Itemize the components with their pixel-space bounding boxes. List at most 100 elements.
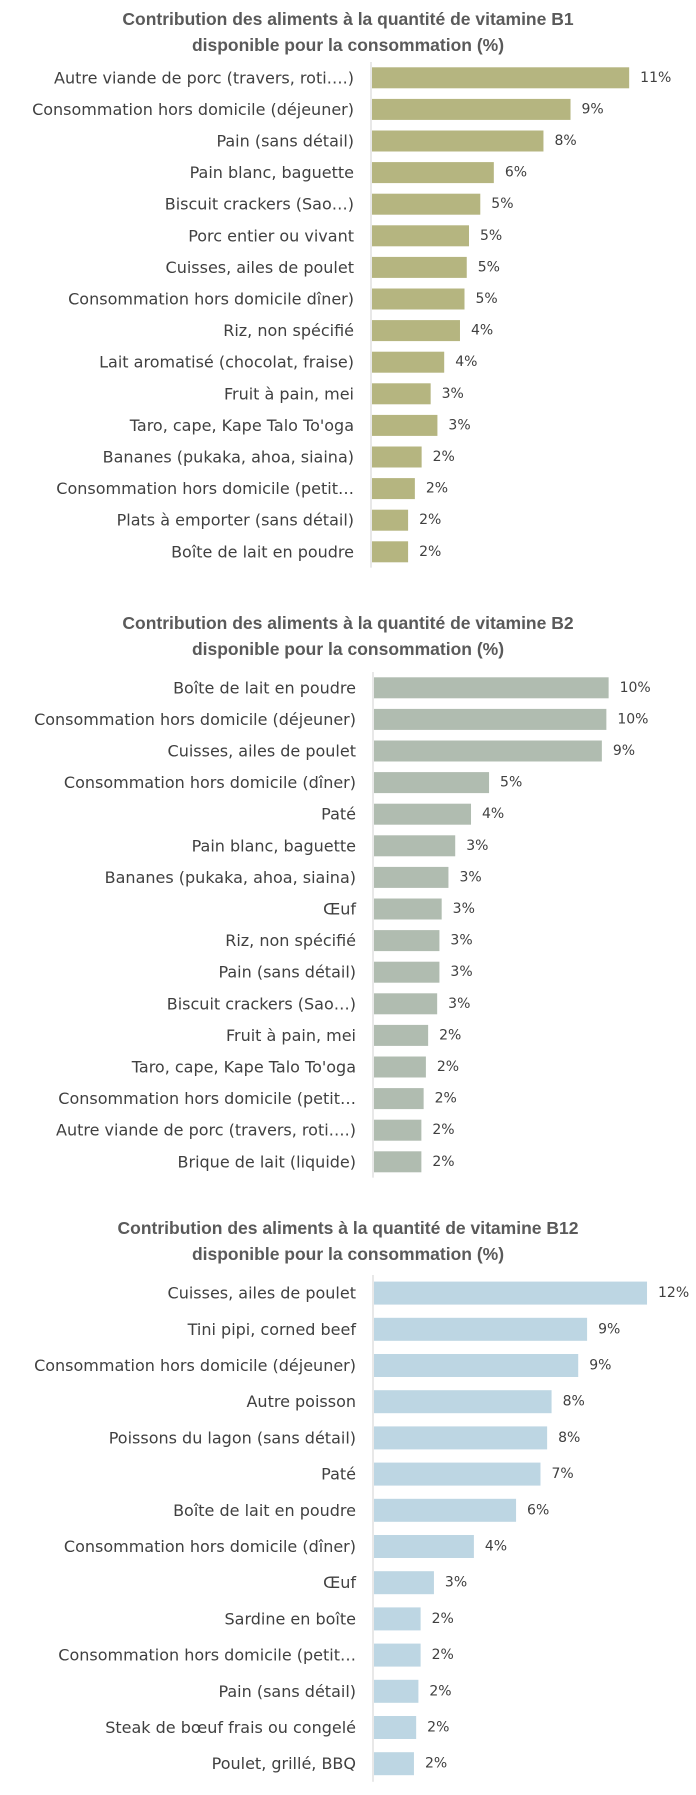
chart-vitamine-b1: Contribution des aliments à la quantité … [0,0,696,582]
bar [372,447,422,468]
category-label: Porc entier ou vivant [188,226,354,245]
chart-title-line-2: disponible pour la consommation (%) [0,636,696,662]
data-label: 3% [450,933,472,949]
data-label: 9% [589,1358,611,1374]
bar [374,993,437,1014]
category-label: Paté [321,805,356,824]
bar [372,352,444,373]
data-label: 2% [432,1122,454,1138]
bar [372,225,469,246]
data-label: 3% [442,386,464,402]
category-label: Consommation hors domicile (dîner) [64,1537,356,1556]
category-label: Poulet, grillé, BBQ [212,1754,356,1773]
data-label: 9% [598,1321,620,1337]
data-label: 2% [427,1720,449,1736]
data-label: 2% [437,1059,459,1075]
category-label: Plats à emporter (sans détail) [117,511,354,530]
bar [372,67,629,88]
data-label: 3% [448,996,470,1012]
category-label: Cuisses, ailes de poulet [168,1284,356,1303]
data-label: 6% [505,165,527,181]
bar [374,677,609,698]
bar [374,772,489,793]
category-label: Riz, non spécifié [225,931,356,950]
bar [374,1390,552,1413]
category-label: Cuisses, ailes de poulet [168,742,356,761]
bar [374,1644,421,1667]
bar [372,131,543,152]
bar [372,415,437,436]
bar [374,1318,587,1341]
category-label: Paté [321,1465,356,1484]
category-label: Fruit à pain, mei [226,1026,356,1045]
bar [374,867,448,888]
data-label: 2% [426,481,448,497]
bar [372,320,460,341]
category-label: Taro, cape, Kape Talo To'oga [129,416,354,435]
category-label: Steak de bœuf frais ou congelé [105,1718,356,1737]
bar-plot: Autre viande de porc (travers, roti….) 11… [0,62,696,582]
bar [374,709,606,730]
category-label: Bananes (pukaka, ahoa, siaina) [103,448,354,467]
category-label: Consommation hors domicile dîner) [68,290,354,309]
chart-title-line-2: disponible pour la consommation (%) [0,32,696,58]
bar [374,1535,474,1558]
bar [372,478,415,499]
bar [372,383,431,404]
category-label: Œuf [323,1573,356,1592]
chart-vitamine-b12: Contribution des aliments à la quantité … [0,1213,696,1787]
category-label: Boîte de lait en poudre [171,542,354,561]
data-label: 9% [582,101,604,117]
data-label: 4% [485,1539,507,1555]
bar [374,1499,516,1522]
data-label: 4% [482,806,504,822]
bar [374,962,439,983]
category-label: Bananes (pukaka, ahoa, siaina) [105,868,356,887]
category-label: Consommation hors domicile (petit… [58,1646,356,1665]
data-label: 10% [617,711,648,727]
chart-title-line-1: Contribution des aliments à la quantité … [0,1215,696,1241]
data-label: 3% [450,964,472,980]
data-label: 2% [419,544,441,560]
data-label: 3% [445,1575,467,1591]
data-label: 8% [563,1394,585,1410]
bar [374,1282,647,1305]
data-label: 2% [432,1154,454,1170]
bar [374,1607,421,1630]
bar [374,1120,421,1141]
data-label: 9% [613,743,635,759]
bar-plot: Boîte de lait en poudre 10% Consommation h… [0,672,696,1192]
data-label: 3% [453,901,475,917]
data-label: 3% [448,417,470,433]
data-label: 2% [432,1611,454,1627]
data-label: 7% [551,1466,573,1482]
bar [374,1752,414,1775]
data-label: 2% [435,1091,457,1107]
bar [372,541,408,562]
data-label: 2% [439,1027,461,1043]
category-label: Pain blanc, baguette [190,163,354,182]
data-label: 12% [658,1285,689,1301]
bar [372,510,408,531]
bar-plot: Cuisses, ailes de poulet 12% Tini pipi, co… [0,1275,696,1795]
category-label: Pain (sans détail) [216,132,354,151]
data-label: 5% [480,228,502,244]
data-label: 5% [475,291,497,307]
data-label: 3% [459,869,481,885]
category-label: Pain (sans détail) [218,963,356,982]
bar [374,1354,578,1377]
category-label: Œuf [323,900,356,919]
category-label: Biscuit crackers (Sao…) [167,994,356,1013]
data-label: 4% [455,354,477,370]
data-label: 5% [491,196,513,212]
bar [374,1088,424,1109]
category-label: Pain (sans détail) [218,1682,356,1701]
data-label: 2% [419,512,441,528]
data-label: 2% [425,1756,447,1772]
category-label: Consommation hors domicile (petit… [58,1089,356,1108]
bar [374,899,442,920]
chart-title-line-1: Contribution des aliments à la quantité … [0,610,696,636]
bar [374,1151,421,1172]
bar [374,1571,434,1594]
category-label: Biscuit crackers (Sao…) [165,195,354,214]
